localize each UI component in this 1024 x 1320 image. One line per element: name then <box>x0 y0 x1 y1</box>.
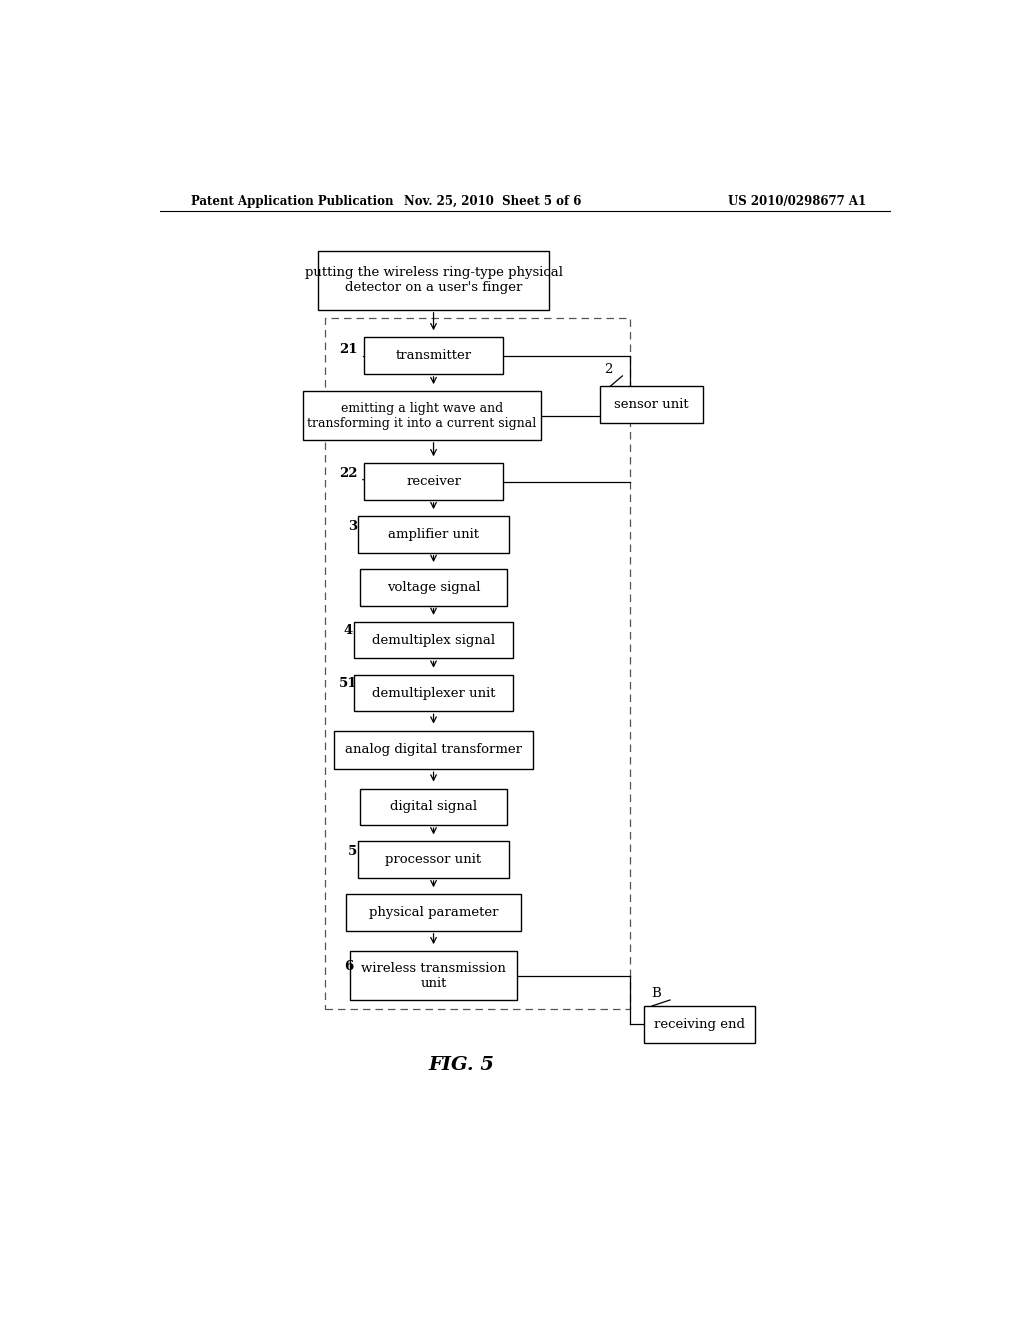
FancyBboxPatch shape <box>318 251 549 310</box>
FancyBboxPatch shape <box>360 569 507 606</box>
Text: putting the wireless ring-type physical
detector on a user's finger: putting the wireless ring-type physical … <box>304 267 562 294</box>
FancyBboxPatch shape <box>303 391 541 440</box>
FancyBboxPatch shape <box>365 463 503 500</box>
Text: Nov. 25, 2010  Sheet 5 of 6: Nov. 25, 2010 Sheet 5 of 6 <box>404 194 582 207</box>
Text: amplifier unit: amplifier unit <box>388 528 479 541</box>
Text: 5: 5 <box>348 845 357 858</box>
FancyBboxPatch shape <box>354 622 513 659</box>
FancyBboxPatch shape <box>358 516 509 553</box>
Text: analog digital transformer: analog digital transformer <box>345 743 522 756</box>
FancyBboxPatch shape <box>365 338 503 374</box>
FancyBboxPatch shape <box>350 952 517 1001</box>
FancyBboxPatch shape <box>600 385 703 422</box>
Text: 21: 21 <box>339 343 357 356</box>
Text: FIG. 5: FIG. 5 <box>428 1056 495 1074</box>
Text: 22: 22 <box>339 467 357 480</box>
FancyBboxPatch shape <box>354 675 513 711</box>
Text: processor unit: processor unit <box>385 853 481 866</box>
Text: demultiplexer unit: demultiplexer unit <box>372 686 496 700</box>
Text: 6: 6 <box>344 960 353 973</box>
Text: digital signal: digital signal <box>390 800 477 813</box>
Text: demultiplex signal: demultiplex signal <box>372 634 495 647</box>
Text: B: B <box>651 987 660 1001</box>
FancyBboxPatch shape <box>644 1006 755 1043</box>
Text: 3: 3 <box>348 520 357 533</box>
Text: sensor unit: sensor unit <box>614 397 689 411</box>
Text: voltage signal: voltage signal <box>387 581 480 594</box>
FancyBboxPatch shape <box>346 894 521 931</box>
Text: Patent Application Publication: Patent Application Publication <box>191 194 394 207</box>
Text: 2: 2 <box>604 363 612 376</box>
Text: physical parameter: physical parameter <box>369 906 499 919</box>
FancyBboxPatch shape <box>334 731 532 770</box>
FancyBboxPatch shape <box>358 841 509 878</box>
Text: receiving end: receiving end <box>654 1018 744 1031</box>
Text: US 2010/0298677 A1: US 2010/0298677 A1 <box>728 194 866 207</box>
Text: 51: 51 <box>339 677 357 690</box>
Text: emitting a light wave and
transforming it into a current signal: emitting a light wave and transforming i… <box>307 401 537 429</box>
Text: receiver: receiver <box>407 475 461 488</box>
FancyBboxPatch shape <box>360 788 507 825</box>
Text: 4: 4 <box>344 623 353 636</box>
Text: transmitter: transmitter <box>395 348 472 362</box>
Text: wireless transmission
unit: wireless transmission unit <box>361 961 506 990</box>
